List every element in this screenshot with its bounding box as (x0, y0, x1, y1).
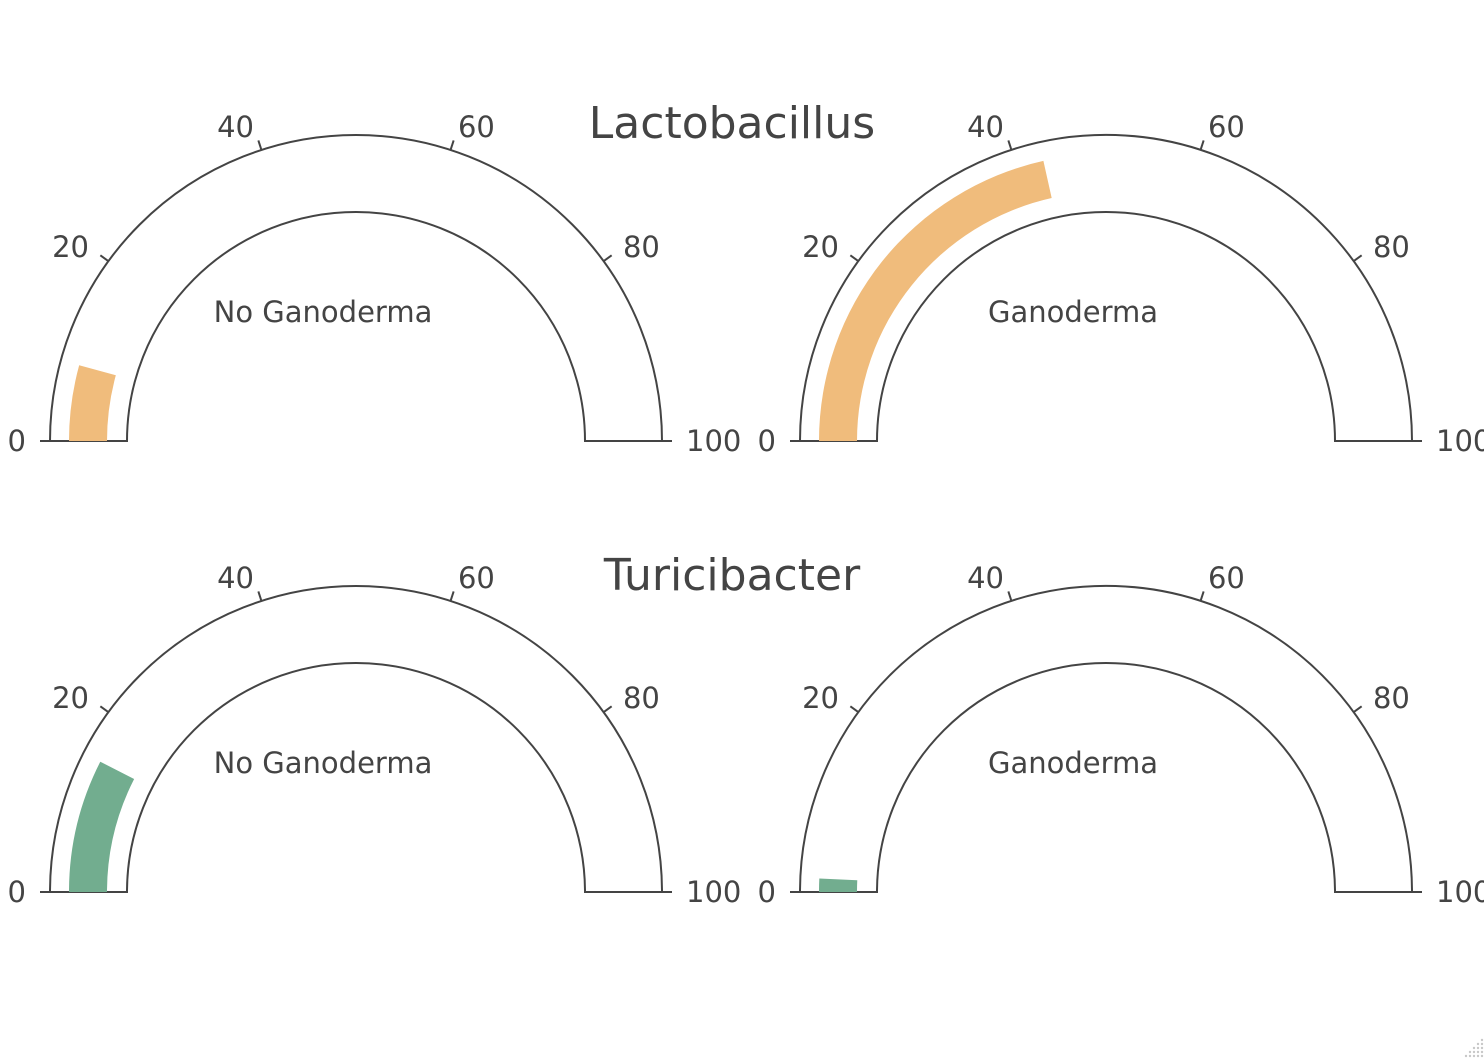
gauge-track (48, 585, 664, 893)
gauge-tick (1007, 140, 1013, 151)
gauge-tick (1352, 705, 1363, 713)
gauge-tick (1007, 591, 1013, 602)
gauge-tick (602, 254, 613, 262)
row-title: Lactobacillus (589, 98, 875, 149)
tick-label: 60 (458, 110, 495, 144)
gauge-row: Lactobacillus 0 20 40 60 80 100 No Ganoderma 0 20… (8, 98, 1484, 458)
tick-label: 40 (967, 110, 1004, 144)
gauge-track (48, 134, 664, 442)
tick-label: 40 (967, 561, 1004, 595)
gauge-tick (449, 591, 455, 602)
tick-label: 80 (623, 681, 660, 715)
gauge-tick (99, 254, 110, 262)
tick-label: 60 (1208, 110, 1245, 144)
gauge-value-bar (69, 761, 135, 892)
tick-label: 0 (758, 424, 776, 458)
tick-label: 20 (802, 230, 839, 264)
gauge-tick (1352, 254, 1363, 262)
tick-label: 0 (8, 424, 26, 458)
tick-label: 20 (802, 681, 839, 715)
gauge-tick (602, 705, 613, 713)
gauge: 0 20 40 60 80 100 No Ganoderma (8, 561, 742, 909)
gauge-tick (1199, 591, 1205, 602)
tick-label: 40 (217, 561, 254, 595)
gauge-label: No Ganoderma (214, 746, 433, 780)
tick-label: 80 (1373, 681, 1410, 715)
tick-label: 40 (217, 110, 254, 144)
tick-label: 60 (1208, 561, 1245, 595)
tick-label: 20 (52, 230, 89, 264)
gauge-value-bar (69, 365, 116, 441)
tick-label: 100 (686, 424, 741, 458)
gauge: 0 20 40 60 80 100 No Ganoderma (8, 110, 742, 458)
tick-label: 100 (1436, 424, 1484, 458)
tick-label: 100 (1436, 875, 1484, 909)
gauge-tick (449, 140, 455, 151)
gauge-tick (849, 705, 860, 713)
resize-grip-icon (1464, 1038, 1484, 1058)
gauge-tick (849, 254, 860, 262)
gauge-tick (1199, 140, 1205, 151)
tick-label: 0 (8, 875, 26, 909)
gauge-value-bar (819, 160, 1052, 441)
tick-label: 80 (1373, 230, 1410, 264)
tick-label: 80 (623, 230, 660, 264)
tick-label: 20 (52, 681, 89, 715)
tick-label: 60 (458, 561, 495, 595)
tick-label: 0 (758, 875, 776, 909)
gauge-tick (257, 591, 263, 602)
row-title: Turicibacter (603, 550, 861, 601)
gauge-label: Ganoderma (988, 295, 1158, 329)
tick-label: 100 (686, 875, 741, 909)
gauge: 0 20 40 60 80 100 Ganoderma (758, 110, 1484, 458)
gauge-label: Ganoderma (988, 746, 1158, 780)
gauge-value-bar (819, 878, 858, 892)
gauge-tick (257, 140, 263, 151)
gauge: 0 20 40 60 80 100 Ganoderma (758, 561, 1484, 909)
gauge-tick (99, 705, 110, 713)
gauge-row: Turicibacter 0 20 40 60 80 100 No Ganoderma 0 20 4… (8, 550, 1484, 909)
gauge-track (798, 585, 1414, 893)
gauge-label: No Ganoderma (214, 295, 433, 329)
